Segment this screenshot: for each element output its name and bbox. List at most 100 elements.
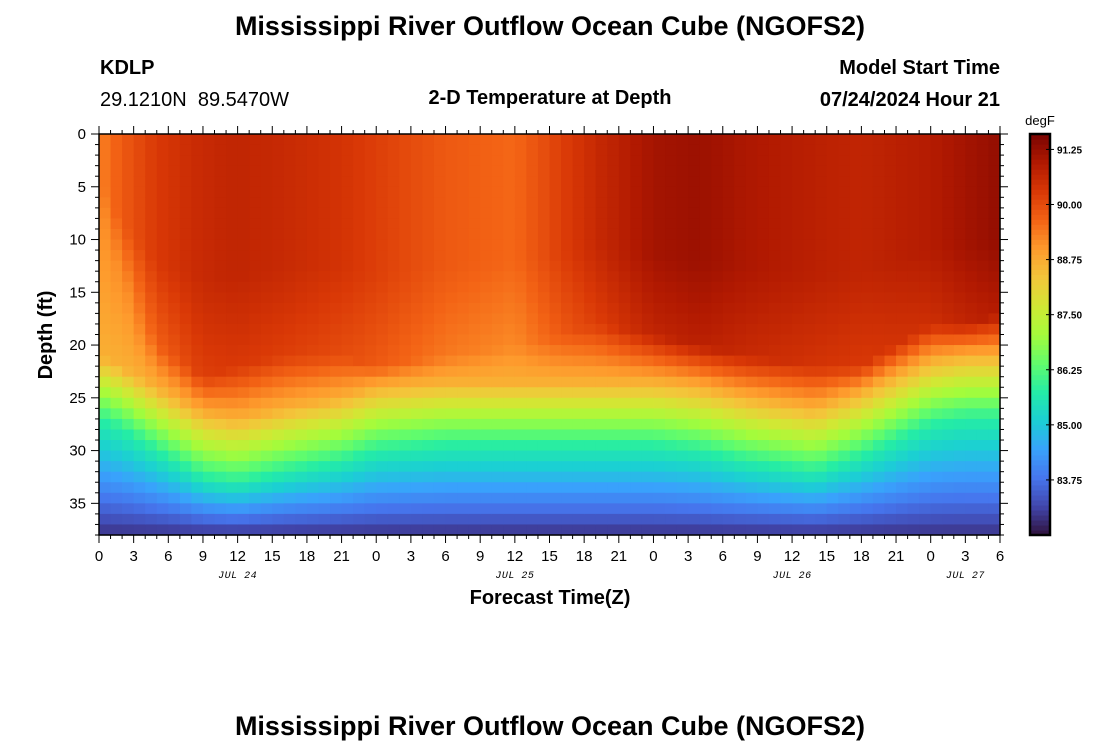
heatmap-cell: [283, 260, 296, 272]
heatmap-cell: [399, 155, 412, 167]
heatmap-cell: [849, 418, 862, 431]
heatmap-cell: [919, 366, 932, 378]
heatmap-cell: [110, 429, 123, 441]
heatmap-cell: [364, 471, 377, 483]
heatmap-cell: [122, 218, 135, 230]
heatmap-cell: [318, 450, 331, 462]
heatmap-cell: [699, 260, 712, 272]
heatmap-cell: [237, 418, 250, 431]
colorbar-segment: [1030, 274, 1050, 280]
heatmap-cell: [110, 197, 123, 209]
heatmap-cell: [341, 450, 354, 462]
heatmap-cell: [618, 397, 631, 409]
heatmap-cell: [757, 397, 770, 409]
heatmap-cell: [468, 513, 481, 526]
heatmap-cell: [826, 176, 839, 188]
heatmap-cell: [572, 186, 585, 198]
heatmap-cell: [988, 260, 1001, 272]
heatmap-cell: [988, 387, 1001, 399]
heatmap-cell: [815, 323, 828, 336]
heatmap-cell: [410, 165, 424, 177]
heatmap-cell: [641, 218, 655, 230]
heatmap-cell: [133, 271, 146, 283]
heatmap-cell: [734, 302, 747, 314]
heatmap-cell: [272, 482, 285, 494]
heatmap-cell: [907, 461, 920, 473]
heatmap-cell: [584, 492, 597, 504]
heatmap-cell: [376, 176, 389, 188]
heatmap-cell: [156, 134, 169, 146]
heatmap-cell: [110, 186, 123, 198]
heatmap-cell: [156, 397, 169, 409]
heatmap-cell: [260, 387, 273, 399]
heatmap-cell: [884, 366, 897, 378]
heatmap-cell: [226, 524, 239, 536]
heatmap-cell: [480, 387, 493, 399]
heatmap-cell: [491, 186, 504, 198]
heatmap-cell: [283, 524, 296, 536]
heatmap-cell: [780, 250, 793, 262]
heatmap-cell: [815, 144, 828, 156]
heatmap-cell: [491, 228, 504, 241]
heatmap-cell: [283, 165, 296, 177]
heatmap-cell: [133, 323, 146, 336]
heatmap-cell: [711, 450, 724, 462]
heatmap-cell: [237, 281, 250, 293]
heatmap-cell: [630, 429, 643, 441]
heatmap-cell: [376, 165, 389, 177]
heatmap-cell: [826, 492, 839, 504]
heatmap-cell: [641, 155, 655, 167]
heatmap-cell: [468, 461, 481, 473]
heatmap-cell: [145, 292, 158, 304]
heatmap-cell: [341, 250, 354, 262]
heatmap-cell: [665, 155, 678, 167]
heatmap-cell: [665, 503, 678, 515]
heatmap-cell: [734, 155, 747, 167]
heatmap-cell: [295, 228, 308, 241]
heatmap-cell: [976, 155, 990, 167]
heatmap-cell: [226, 408, 239, 420]
heatmap-cell: [896, 260, 909, 272]
heatmap-cell: [618, 408, 631, 420]
heatmap-cell: [641, 281, 655, 293]
heatmap-cell: [699, 302, 712, 314]
heatmap-cell: [364, 429, 377, 441]
heatmap-cell: [792, 387, 805, 399]
heatmap-cell: [630, 408, 643, 420]
heatmap-cell: [306, 397, 320, 409]
heatmap-cell: [561, 461, 574, 473]
heatmap-cell: [503, 228, 516, 241]
heatmap-cell: [722, 492, 735, 504]
heatmap-cell: [584, 440, 597, 452]
heatmap-cell: [422, 197, 435, 209]
heatmap-cell: [168, 260, 181, 272]
heatmap-cell: [214, 418, 227, 431]
heatmap-cell: [641, 366, 655, 378]
heatmap-cell: [561, 207, 574, 220]
heatmap-cell: [283, 513, 296, 526]
heatmap-cell: [757, 524, 770, 536]
heatmap-cell: [179, 440, 193, 452]
heatmap-cell: [514, 408, 527, 420]
heatmap-cell: [330, 239, 343, 251]
heatmap-cell: [815, 281, 828, 293]
heatmap-cell: [480, 271, 493, 283]
heatmap-cell: [353, 271, 366, 283]
heatmap-cell: [156, 323, 169, 336]
heatmap-cell: [676, 408, 689, 420]
heatmap-cell: [872, 397, 886, 409]
heatmap-cell: [572, 302, 585, 314]
heatmap-cell: [942, 345, 955, 357]
heatmap-cell: [919, 450, 932, 462]
heatmap-cell: [976, 144, 990, 156]
heatmap-cell: [826, 408, 839, 420]
heatmap-cell: [815, 345, 828, 357]
heatmap-cell: [676, 313, 689, 325]
heatmap-cell: [549, 186, 562, 198]
heatmap-cell: [676, 440, 689, 452]
heatmap-cell: [168, 429, 181, 441]
colorbar-segment: [1030, 519, 1050, 526]
heatmap-cell: [330, 134, 343, 146]
colorbar-segment: [1030, 259, 1050, 265]
heatmap-cell: [410, 323, 424, 336]
